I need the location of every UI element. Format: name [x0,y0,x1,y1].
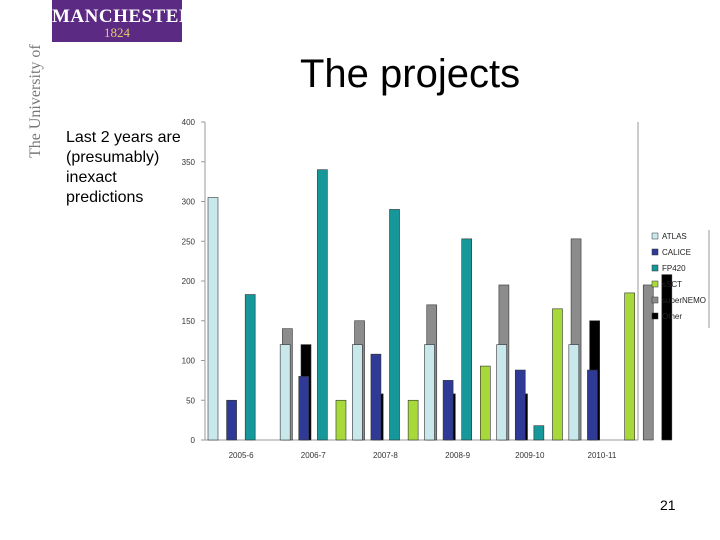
y-tick-label: 250 [182,237,196,246]
bar-calice [370,353,382,441]
bar-atlas [568,344,580,441]
projects-bar-chart: 0 50 100 150 200 250 300 350 400 2005-6 2006-7 2007… [150,110,720,485]
legend-label: FP420 [662,264,686,273]
legend-label: ATLAS [662,232,687,241]
bar-atlas [352,344,363,441]
legend-swatch [651,296,659,304]
y-tick-label: 200 [182,277,196,286]
bar-atlas [279,344,291,441]
bar-calice [226,399,237,441]
legend-swatch [651,232,659,240]
legend-swatch [651,280,659,288]
y-tick-label: 50 [186,396,195,405]
bar-calice [298,376,310,441]
wordmark-text: The University of Manchester [27,40,44,158]
chart-svg: 0 50 100 150 200 250 300 350 400 2005-6 2006-7 2007… [182,118,710,460]
bar-atlas [207,197,219,441]
bar-calice [587,369,598,441]
x-tick-label: 2007-8 [373,451,398,460]
legend-swatch [651,312,659,320]
x-tick-label: 2008-9 [445,451,470,460]
legend-swatch [651,264,659,272]
bar-fp420 [317,169,328,441]
university-wordmark: The University of Manchester [10,40,54,160]
y-tick-label: 150 [182,317,196,326]
bar-ssct [479,365,491,441]
slide-title: The projects [300,52,521,96]
bar-atlas [496,344,507,441]
y-tick-label: 0 [191,436,196,445]
logo-name: MANCHESTER [52,6,194,27]
logo-year: 1824 [104,25,130,40]
y-tick-label: 350 [182,158,196,167]
legend-label: sSCT [662,280,682,289]
bar-fp420 [533,425,545,441]
bar-ssct [407,399,419,441]
legend-label: CALICE [662,248,691,257]
bar-atlas [424,344,435,441]
legend-label: Other [662,312,682,321]
legend-swatch [651,248,659,256]
bar-calice [442,380,454,441]
university-logo: MANCHESTER 1824 [52,0,194,42]
y-tick-label: 400 [182,118,196,127]
x-tick-label: 2009-10 [515,451,545,460]
bar-other [661,274,673,441]
bar-ssct [335,399,347,441]
x-tick-label: 2010-11 [588,451,617,460]
legend-label: superNEMO [662,296,706,305]
bar-fp420 [389,209,400,441]
page-number: 21 [660,497,676,513]
bar-fp420 [244,294,256,441]
bar-supernemo [642,284,654,441]
x-tick-label: 2005-6 [229,451,254,460]
y-tick-label: 100 [182,357,196,366]
prediction-note: Last 2 years are (presumably) inexact pr… [66,129,181,206]
bar-ssct [624,292,635,441]
bar-calice [514,369,526,441]
bar-fp420 [461,238,473,441]
y-tick-label: 300 [182,198,196,207]
x-tick-label: 2006-7 [301,451,326,460]
bar-ssct [552,308,563,441]
